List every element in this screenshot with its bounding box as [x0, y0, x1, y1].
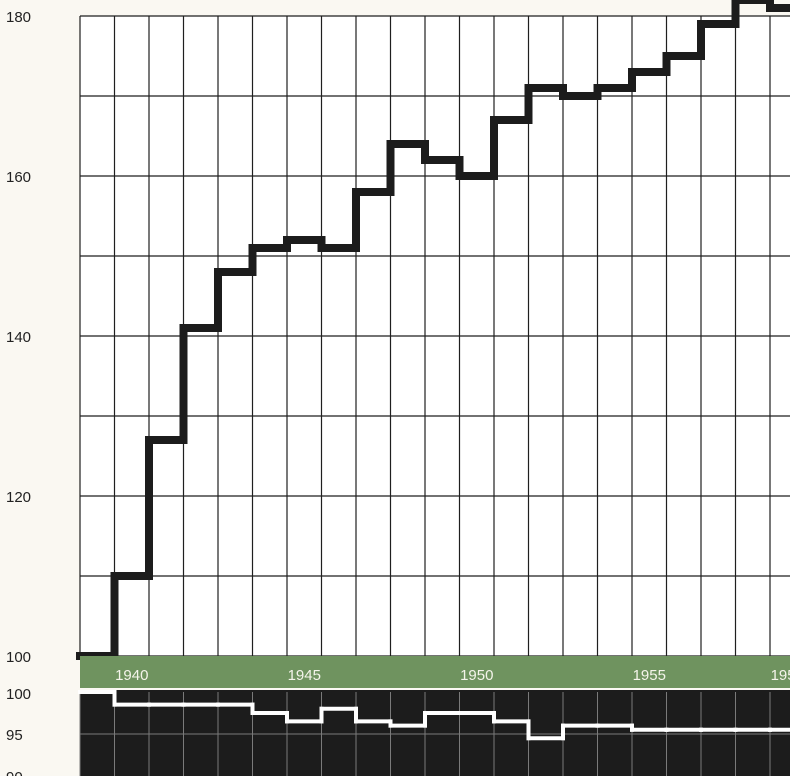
main-series	[76, 0, 790, 660]
lower-y-axis: 90 95 100	[6, 686, 31, 776]
x-axis: 1940 1945 1950 1955 1959	[115, 667, 790, 684]
lower-y-tick-label: 100	[6, 686, 31, 703]
x-tick-label: 1959	[771, 667, 790, 684]
x-tick-label: 1940	[115, 667, 148, 684]
lower-grid	[79, 692, 790, 776]
y-tick-label: 120	[6, 489, 31, 506]
x-tick-label: 1955	[633, 667, 666, 684]
lower-y-tick-label: 95	[6, 727, 23, 744]
y-tick-label: 180	[6, 9, 31, 26]
x-tick-label: 1945	[288, 667, 321, 684]
lower-series	[78, 690, 790, 741]
y-tick-label: 140	[6, 329, 31, 346]
year-band	[80, 656, 790, 688]
lower-y-tick-label: 90	[6, 769, 23, 776]
y-tick-label: 160	[6, 169, 31, 186]
main-y-axis: 100 120 140 160 180	[6, 9, 31, 666]
x-tick-label: 1950	[460, 667, 493, 684]
y-tick-label: 100	[6, 649, 31, 666]
